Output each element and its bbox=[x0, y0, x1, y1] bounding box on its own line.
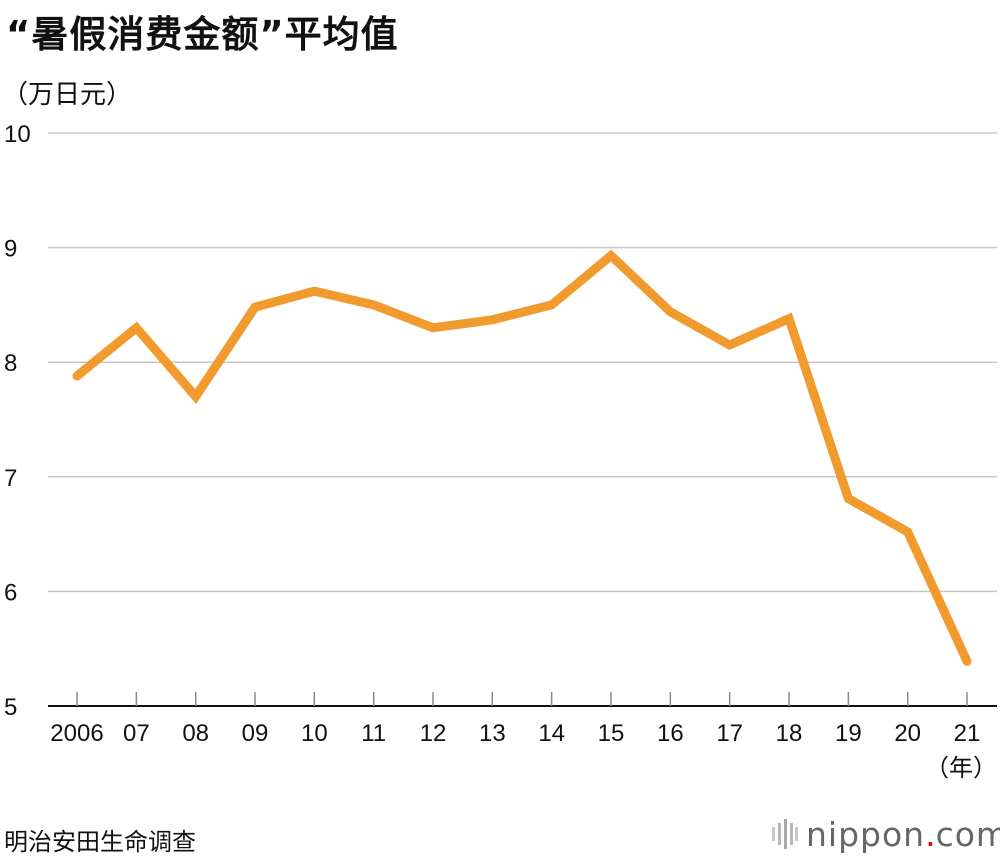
x-tick-label: 20 bbox=[894, 720, 921, 747]
grid-lines bbox=[48, 133, 997, 591]
y-tick-label: 10 bbox=[4, 121, 31, 148]
x-tick-label: 14 bbox=[538, 720, 565, 747]
y-tick-label: 6 bbox=[4, 579, 17, 606]
x-tick-label: 2006 bbox=[50, 720, 103, 747]
x-axis-unit-label: （年） bbox=[925, 754, 997, 782]
x-tick-label: 08 bbox=[182, 720, 209, 747]
x-tick-label: 18 bbox=[776, 720, 803, 747]
y-tick-labels: 5 6 7 8 9 10 bbox=[4, 121, 31, 721]
y-tick-label: 8 bbox=[4, 350, 17, 377]
x-tick-label: 15 bbox=[598, 720, 625, 747]
x-ticks: 2006 07 08 09 10 11 12 13 14 15 16 17 18 19 20 21 bbox=[50, 692, 980, 747]
brand-name: nippon bbox=[806, 815, 925, 854]
x-tick-label: 10 bbox=[301, 720, 328, 747]
x-tick-label: 07 bbox=[123, 720, 150, 747]
x-tick-label: 19 bbox=[835, 720, 862, 747]
y-tick-label: 5 bbox=[4, 694, 17, 721]
x-tick-label: 13 bbox=[479, 720, 506, 747]
x-tick-label: 11 bbox=[361, 720, 386, 747]
x-tick-label: 21 bbox=[954, 720, 981, 747]
x-tick-label: 09 bbox=[242, 720, 269, 747]
brand-bars-icon bbox=[772, 818, 798, 850]
source-note: 明治安田生命调查 bbox=[4, 822, 196, 857]
brand-dot: . bbox=[925, 815, 936, 854]
brand-logo: nippon.com bbox=[772, 812, 1000, 856]
x-tick-label: 12 bbox=[420, 720, 447, 747]
y-tick-label: 7 bbox=[4, 465, 17, 492]
brand-tld: com bbox=[936, 815, 1000, 854]
y-tick-label: 9 bbox=[4, 236, 17, 263]
x-tick-label: 17 bbox=[716, 720, 743, 747]
x-tick-label: 16 bbox=[657, 720, 684, 747]
series-line bbox=[77, 256, 967, 662]
